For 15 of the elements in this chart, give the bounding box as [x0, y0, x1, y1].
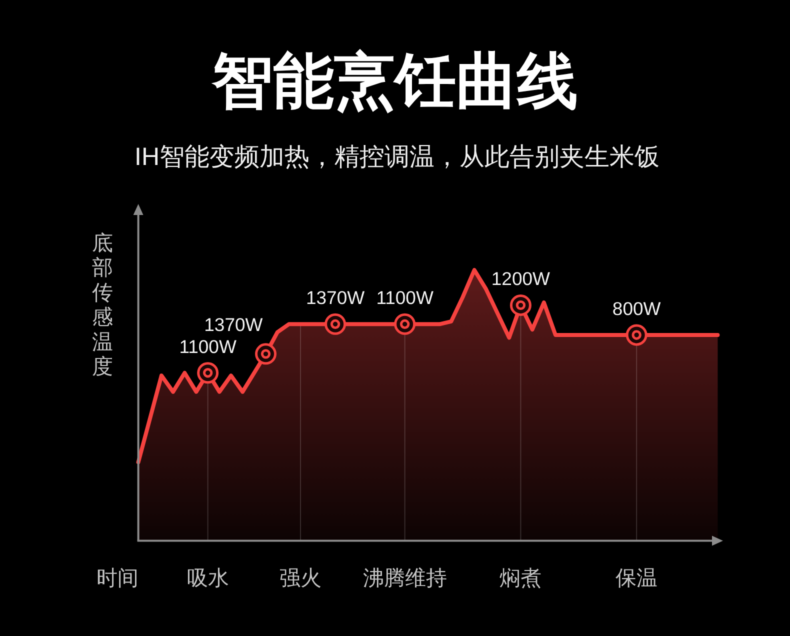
xtick: 保温 [616, 567, 658, 590]
title: 智能烹饪曲线 [212, 47, 578, 115]
ylabel: 底部传感温度 [92, 232, 113, 378]
annotation: 1370W [306, 287, 365, 308]
xtick: 强火 [280, 567, 322, 590]
xtick: 焖煮 [500, 567, 542, 590]
xlabel: 时间 [96, 567, 138, 590]
xtick: 沸腾维持 [362, 567, 447, 590]
subtitle: IH智能变频加热，精控调温，从此告别夹生米饭 [134, 143, 660, 171]
annotation: 800W [612, 298, 661, 319]
annotation: 1200W [491, 268, 550, 290]
annotation: 1370W [204, 314, 263, 335]
annotation: 1100W [376, 287, 434, 308]
xtick: 吸水 [186, 567, 229, 590]
annotation: 1100W [179, 336, 236, 357]
